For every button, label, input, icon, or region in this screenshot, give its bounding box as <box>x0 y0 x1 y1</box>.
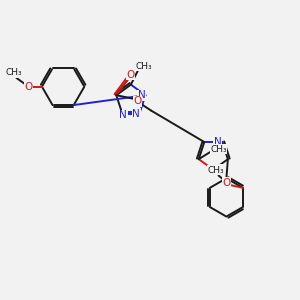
Text: CH₃: CH₃ <box>135 62 152 71</box>
Text: O: O <box>25 82 33 92</box>
Text: CH₃: CH₃ <box>5 68 22 77</box>
Text: CH₃: CH₃ <box>207 166 224 175</box>
Text: O: O <box>214 165 223 175</box>
Text: N: N <box>119 110 127 120</box>
Text: N: N <box>214 137 222 147</box>
Text: O: O <box>126 70 135 80</box>
Text: N: N <box>133 109 140 119</box>
Text: O: O <box>222 178 230 188</box>
Text: O: O <box>133 96 141 106</box>
Text: CH₃: CH₃ <box>210 145 227 154</box>
Text: N: N <box>138 90 146 100</box>
